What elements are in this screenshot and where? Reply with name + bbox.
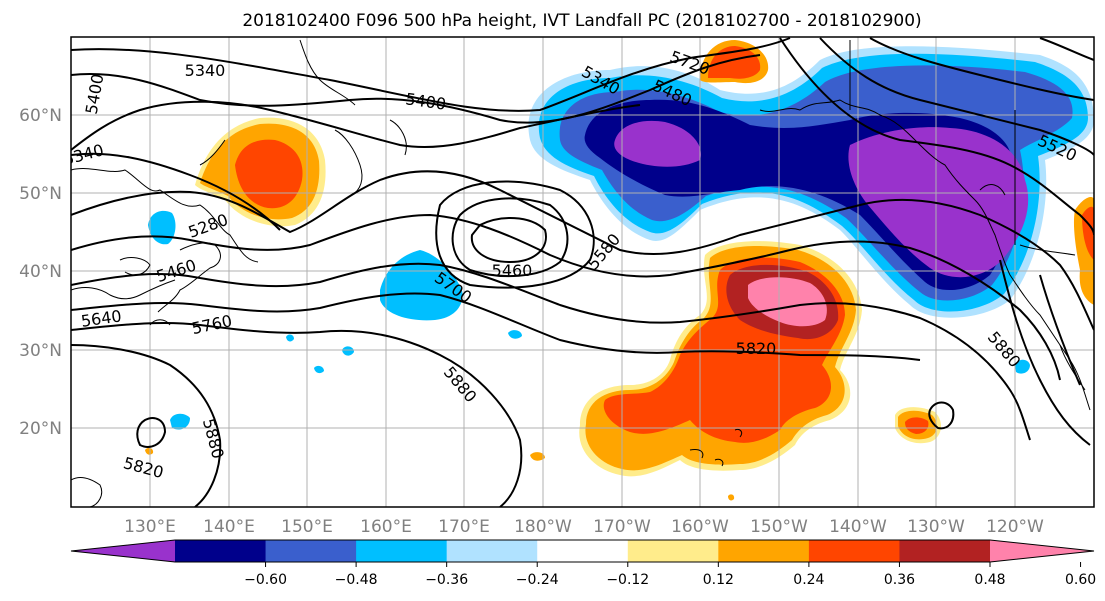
colorbar-tick-label: 0.36	[884, 572, 915, 588]
colorbar-tick-label: 0.48	[974, 572, 1005, 588]
longitude-labels: 130°E 140°E 150°E 160°E 170°E 180°W 170°…	[124, 517, 1044, 537]
colorbar-tick-label: −0.24	[516, 572, 559, 588]
colorbar-outline	[70, 539, 1095, 563]
lon-label: 150°E	[281, 517, 333, 537]
lon-label: 140°W	[829, 517, 887, 537]
colorbar	[70, 539, 1095, 563]
map-title: 2018102400 F096 500 hPa height, IVT Land…	[242, 11, 921, 31]
colorbar-tick-label: −0.48	[335, 572, 378, 588]
colorbar-tick-label: 0.60	[1065, 572, 1096, 588]
colorbar-tick-label: −0.12	[606, 572, 649, 588]
lon-label: 170°W	[593, 517, 651, 537]
lat-label: 50°N	[19, 184, 62, 204]
lon-label: 130°W	[907, 517, 965, 537]
colorbar-segment	[265, 540, 357, 562]
contour-label: 5820	[736, 339, 777, 358]
lon-label: 160°W	[671, 517, 729, 537]
lat-label: 60°N	[19, 106, 62, 126]
colorbar-extend-high	[990, 540, 1094, 562]
ivt-positive-shading	[145, 40, 1094, 501]
colorbar-tick-label: −0.60	[244, 572, 287, 588]
colorbar-segment	[627, 540, 719, 562]
lon-label: 140°E	[203, 517, 255, 537]
ivt-negative-shading	[148, 46, 1094, 430]
contour-label: 5460	[492, 261, 533, 280]
colorbar-tick-label: −0.36	[425, 572, 468, 588]
colorbar-ticks: −0.60 −0.48 −0.36 −0.24 −0.12 0.12 0.24 0.36 0.4…	[244, 562, 1096, 588]
lon-label: 130°E	[124, 517, 176, 537]
colorbar-extend-low	[71, 540, 175, 562]
lat-label: 30°N	[19, 341, 62, 361]
lon-label: 170°E	[438, 517, 490, 537]
lon-label: 120°W	[986, 517, 1044, 537]
lat-label: 40°N	[19, 262, 62, 282]
map-frame	[70, 36, 1095, 508]
colorbar-segment	[537, 540, 629, 562]
latitude-labels: 60°N 50°N 40°N 30°N 20°N	[19, 106, 62, 439]
map-gridlines	[71, 37, 1094, 507]
colorbar-tick-label: 0.12	[703, 572, 734, 588]
colorbar-segment	[356, 540, 448, 562]
lat-label: 20°N	[19, 419, 62, 439]
colorbar-segment	[718, 540, 810, 562]
colorbar-segment	[899, 540, 991, 562]
lon-label: 150°W	[750, 517, 808, 537]
height-contours	[71, 37, 1094, 507]
colorbar-segment	[446, 540, 538, 562]
lon-label: 180°W	[514, 517, 572, 537]
colorbar-segment	[175, 540, 267, 562]
colorbar-tick-label: 0.24	[793, 572, 824, 588]
contour-label: 5340	[185, 61, 226, 80]
colorbar-segment	[808, 540, 900, 562]
lon-label: 160°E	[360, 517, 412, 537]
map-area: 5340 5400 5400 5340 5280 5460 5640 5760 …	[71, 37, 1094, 507]
